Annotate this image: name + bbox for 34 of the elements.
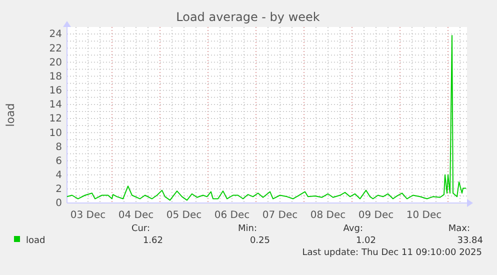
y-tick-label: 22 — [49, 43, 62, 54]
x-tick-label: 10 Dec — [406, 210, 442, 221]
text: Max: — [448, 224, 470, 234]
text: Avg: — [343, 224, 363, 234]
x-tick-label: 03 Dec — [70, 210, 106, 221]
y-tick-label: 20 — [49, 57, 62, 68]
x-tick-label: 08 Dec — [310, 210, 346, 221]
x-tick-label: 09 Dec — [358, 210, 394, 221]
y-tick-label: 4 — [56, 170, 62, 182]
legend-label: load — [26, 236, 46, 246]
y-tick-label: 12 — [49, 114, 62, 125]
y-tick-label: 8 — [56, 142, 62, 153]
y-tick-label: 0 — [56, 198, 62, 210]
text: Min: — [238, 224, 257, 234]
text: 1.02 — [356, 236, 376, 246]
y-tick-label: 2 — [56, 184, 62, 196]
y-tick-label: 6 — [56, 156, 62, 167]
y-tick-label: 10 — [49, 128, 62, 139]
y-tick-label: 14 — [49, 100, 62, 111]
line-series — [66, 34, 466, 201]
x-tick-label: 06 Dec — [214, 210, 250, 221]
text: 1.62 — [142, 236, 163, 246]
y-tick-label: 16 — [49, 86, 62, 97]
y-tick-label: 18 — [49, 71, 62, 82]
text: Last update: Thu Dec 11 09:10:00 2025 — [302, 248, 482, 258]
x-tick-label: 07 Dec — [262, 210, 298, 221]
text: 33.84 — [457, 236, 484, 246]
y-axis-title: load — [4, 103, 17, 127]
x-tick-label: 04 Dec — [118, 210, 154, 221]
text: 0.25 — [250, 236, 270, 246]
text: Cur: — [131, 224, 150, 234]
y-tick-label: 24 — [49, 29, 62, 40]
chart-title: Load average - by week — [176, 10, 320, 24]
x-tick-label: 05 Dec — [166, 210, 202, 221]
